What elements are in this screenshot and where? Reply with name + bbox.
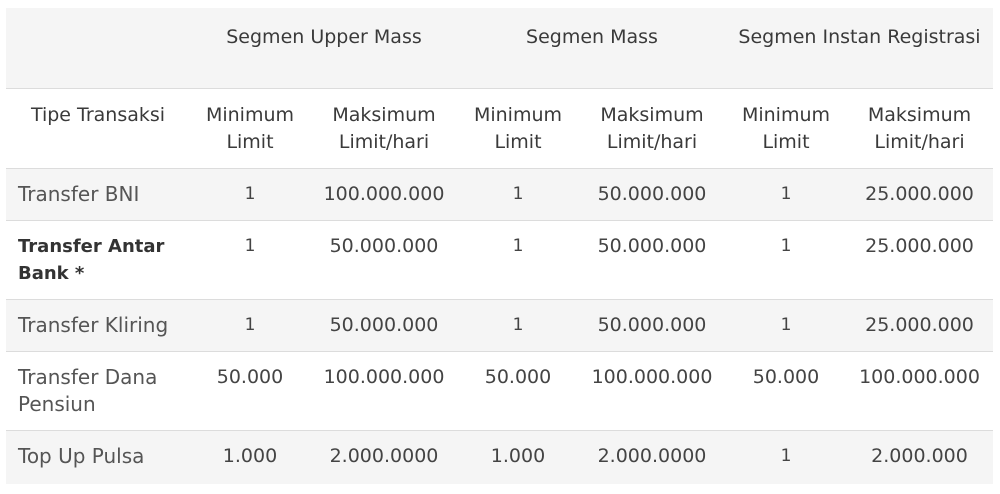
empty-corner-header — [6, 8, 190, 88]
limit-cell: 1.000 — [190, 429, 310, 484]
segment-upper-mass-header: Segmen Upper Mass — [190, 8, 458, 88]
limit-cell: 50.000 — [458, 350, 578, 430]
limit-cell: 1 — [726, 219, 846, 299]
limit-cell: 1 — [726, 298, 846, 351]
limit-cell: 1 — [458, 298, 578, 351]
limit-cell: 50.000.000 — [578, 298, 726, 351]
segment-header-row: Segmen Upper Mass Segmen Mass Segmen Ins… — [6, 8, 994, 88]
segment-mass-header: Segmen Mass — [458, 8, 726, 88]
limit-cell: 1 — [726, 429, 846, 484]
transaction-type-cell: Top Up Pulsa — [6, 429, 190, 484]
limit-cell: 25.000.000 — [846, 167, 994, 220]
limit-cell: 1 — [726, 167, 846, 220]
limit-cell: 1 — [458, 167, 578, 220]
instan-max-limit-header: Maksimum Limit/hari — [846, 87, 994, 168]
transaction-type-cell: Transfer Kliring — [6, 298, 190, 351]
limit-cell: 2.000.0000 — [578, 429, 726, 484]
table-row: Transfer BNI 1 100.000.000 1 50.000.000 … — [6, 167, 994, 220]
limit-cell: 100.000.000 — [310, 167, 458, 220]
limit-cell: 50.000 — [190, 350, 310, 430]
column-header-row: Tipe Transaksi Minimum Limit Maksimum Li… — [6, 87, 994, 168]
transaction-limit-table: Segmen Upper Mass Segmen Mass Segmen Ins… — [6, 8, 994, 484]
limit-cell: 25.000.000 — [846, 219, 994, 299]
instan-min-limit-header: Minimum Limit — [726, 87, 846, 168]
limit-cell: 50.000.000 — [310, 298, 458, 351]
transaction-type-cell: Transfer Dana Pensiun — [6, 350, 190, 430]
mass-max-limit-header: Maksimum Limit/hari — [578, 87, 726, 168]
limit-cell: 100.000.000 — [578, 350, 726, 430]
mass-min-limit-header: Minimum Limit — [458, 87, 578, 168]
transaction-type-cell: Transfer BNI — [6, 167, 190, 220]
limit-cell: 50.000.000 — [310, 219, 458, 299]
limit-cell: 25.000.000 — [846, 298, 994, 351]
limit-cell: 2.000.0000 — [310, 429, 458, 484]
limit-cell: 2.000.000 — [846, 429, 994, 484]
table-row: Top Up Pulsa 1.000 2.000.0000 1.000 2.00… — [6, 429, 994, 484]
limit-cell: 1.000 — [458, 429, 578, 484]
limit-cell: 50.000.000 — [578, 219, 726, 299]
transaction-type-header: Tipe Transaksi — [6, 87, 190, 168]
limit-cell: 100.000.000 — [846, 350, 994, 430]
table-row: Transfer Kliring 1 50.000.000 1 50.000.0… — [6, 298, 994, 351]
limit-cell: 1 — [190, 167, 310, 220]
limit-cell: 50.000.000 — [578, 167, 726, 220]
table-row: Transfer Antar Bank * 1 50.000.000 1 50.… — [6, 219, 994, 299]
limit-cell: 1 — [458, 219, 578, 299]
limit-cell: 1 — [190, 219, 310, 299]
upper-mass-max-limit-header: Maksimum Limit/hari — [310, 87, 458, 168]
upper-mass-min-limit-header: Minimum Limit — [190, 87, 310, 168]
limit-cell: 100.000.000 — [310, 350, 458, 430]
limit-cell: 50.000 — [726, 350, 846, 430]
transaction-type-cell: Transfer Antar Bank * — [6, 219, 190, 299]
table-row: Transfer Dana Pensiun 50.000 100.000.000… — [6, 350, 994, 430]
limit-cell: 1 — [190, 298, 310, 351]
segment-instan-registrasi-header: Segmen Instan Registrasi — [726, 8, 994, 88]
